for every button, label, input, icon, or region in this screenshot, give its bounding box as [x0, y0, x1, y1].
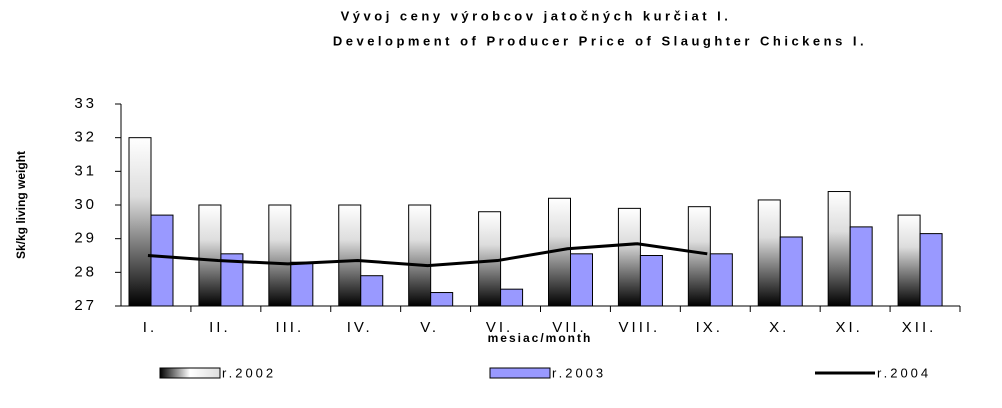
- legend-label: r.2004: [877, 365, 931, 380]
- bar: [128, 137, 152, 307]
- bar: [757, 199, 781, 307]
- chart-title: Vývoj ceny výrobcov jatočných kurčiat I.: [341, 8, 732, 23]
- bar: [338, 204, 362, 307]
- x-tick-label: XII.: [902, 319, 937, 336]
- bar: [639, 255, 663, 307]
- bar: [500, 288, 524, 307]
- bar: [687, 206, 711, 307]
- bar: [198, 204, 222, 307]
- x-tick-label: III.: [275, 319, 304, 336]
- bar: [478, 211, 502, 307]
- x-tick-label: XI.: [835, 319, 862, 336]
- y-axis-label: Sk/kg living weight: [14, 151, 28, 259]
- x-tick-label: II.: [209, 319, 231, 336]
- bar: [617, 207, 641, 307]
- x-tick-label: I.: [143, 319, 157, 336]
- x-tick-label: V.: [420, 319, 439, 336]
- bar: [430, 292, 454, 307]
- bar: [849, 226, 873, 307]
- bar: [150, 214, 174, 307]
- y-tick-label: 31: [74, 162, 97, 179]
- bar: [897, 214, 921, 307]
- bar: [408, 204, 432, 307]
- x-tick-label: IX.: [696, 319, 723, 336]
- x-axis-label: mesiac/month: [488, 331, 593, 345]
- bar: [919, 233, 943, 307]
- y-tick-label: 29: [74, 230, 97, 247]
- x-tick-label: X.: [769, 319, 789, 336]
- y-tick-label: 32: [74, 129, 97, 146]
- legend-swatch: [159, 367, 221, 379]
- bar: [709, 253, 733, 307]
- bar: [268, 204, 292, 307]
- y-tick-label: 30: [74, 196, 97, 213]
- bar: [827, 191, 851, 307]
- legend-swatch: [489, 367, 551, 379]
- line-series: [147, 242, 708, 268]
- y-tick-label: 28: [74, 263, 97, 280]
- legend-label: r.2003: [552, 365, 606, 380]
- bar: [570, 253, 593, 307]
- x-tick-label: VII.: [552, 319, 587, 336]
- y-tick-label: 27: [74, 297, 97, 314]
- x-tick-label: VIII.: [619, 319, 661, 336]
- legend-label: r.2002: [222, 365, 276, 380]
- bar: [360, 275, 384, 307]
- bar: [290, 261, 314, 307]
- chart-subtitle: Development of Producer Price of Slaught…: [333, 33, 867, 48]
- x-tick-label: IV.: [347, 319, 373, 336]
- x-tick-label: VI.: [486, 319, 513, 336]
- y-tick-label: 33: [74, 95, 97, 112]
- bar: [220, 253, 244, 307]
- bar: [779, 236, 803, 307]
